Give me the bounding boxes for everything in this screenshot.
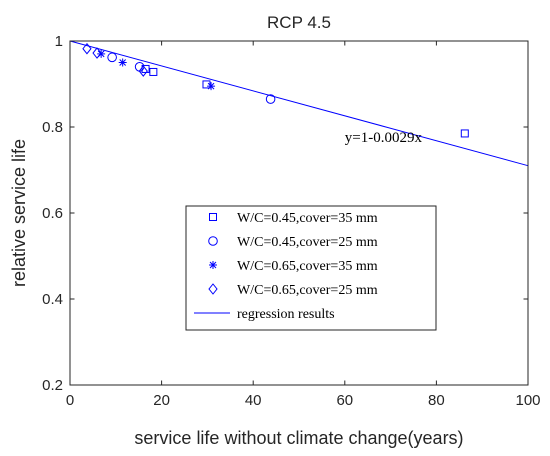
legend-entry-5: regression results [194,307,335,322]
ticks-layer: 0 20 40 60 80 100 0.2 0.4 0.6 0.8 1 [42,33,540,409]
x-tick-label: 60 [336,392,353,409]
y-tick-label: 0.2 [42,377,63,394]
y-tick-label: 1 [55,33,63,50]
point-series-2-1 [107,52,117,63]
legend-marker-square [209,213,217,221]
x-axis-label: service life without climate change(year… [134,428,463,448]
regression-equation: y=1-0.0029x [345,130,423,146]
data-layer [69,40,529,167]
legend-entry-2: W/C=0.45,cover=25 mm [208,235,378,250]
point-series-2-3 [265,94,276,104]
y-tick-label: 0.4 [42,291,63,308]
legend-label: W/C=0.45,cover=35 mm [237,211,378,226]
point-series-1-4 [460,129,469,138]
y-tick-label: 0.6 [42,205,63,222]
point-series-4-2 [92,47,102,59]
legend: W/C=0.45,cover=35 mm W/C=0.45,cover=25 mm… [185,205,437,331]
x-tick-label: 100 [515,392,540,409]
x-tick-label: 40 [245,392,262,409]
point-series-4-1 [82,42,92,55]
point-series-3-3 [207,82,216,91]
y-axis-label: relative service life [9,139,29,287]
regression-line [69,40,529,167]
legend-entry-3: W/C=0.65,cover=35 mm [209,259,378,274]
point-series-1-2 [149,67,158,76]
point-series-4-3 [138,65,148,77]
legend-entry-1: W/C=0.45,cover=35 mm [209,211,378,226]
legend-label: W/C=0.65,cover=25 mm [237,283,378,298]
legend-box [185,205,437,331]
legend-marker-diamond [208,283,218,295]
x-tick-label: 20 [153,392,170,409]
legend-marker-asterisk [209,261,217,269]
point-series-3-2 [118,58,127,67]
legend-label: regression results [237,307,335,322]
chart-title: RCP 4.5 [267,13,331,32]
legend-marker-circle [208,236,218,246]
x-tick-label: 0 [66,392,74,409]
y-tick-label: 0.8 [42,119,63,136]
x-tick-label: 80 [428,392,445,409]
legend-label: W/C=0.65,cover=35 mm [237,259,378,274]
legend-entry-4: W/C=0.65,cover=25 mm [208,283,378,298]
legend-label: W/C=0.45,cover=25 mm [237,235,378,250]
